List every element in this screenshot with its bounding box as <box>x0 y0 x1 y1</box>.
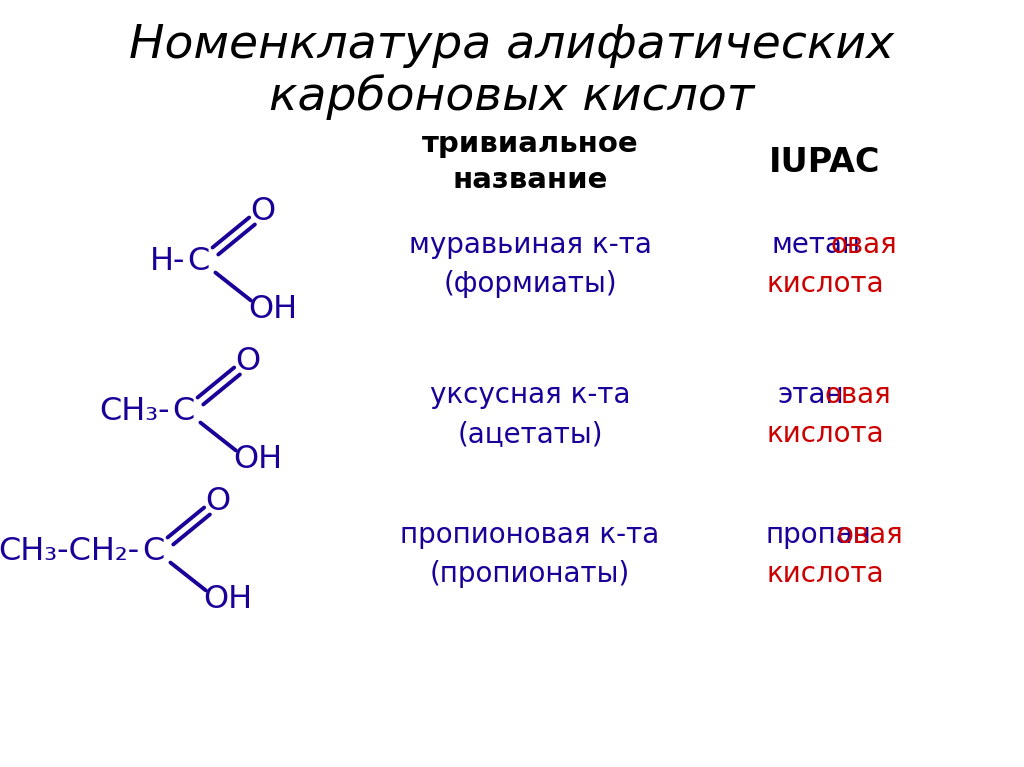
Text: IUPAC: IUPAC <box>769 146 881 179</box>
Text: H-: H- <box>150 246 185 278</box>
Text: C: C <box>172 397 195 427</box>
Text: метан: метан <box>772 231 861 259</box>
Text: кислота: кислота <box>766 420 884 448</box>
Text: O: O <box>251 196 275 228</box>
Text: O: O <box>206 486 230 518</box>
Text: этан: этан <box>778 381 845 409</box>
Text: кислота: кислота <box>766 560 884 588</box>
Text: карбоновых кислот: карбоновых кислот <box>269 74 755 120</box>
Text: C: C <box>187 246 209 278</box>
Text: пропан: пропан <box>766 521 871 549</box>
Text: OH: OH <box>233 445 283 476</box>
Text: OH: OH <box>249 295 298 325</box>
Text: пропионовая к-та: пропионовая к-та <box>400 521 659 549</box>
Text: CH₃-CH₂-: CH₃-CH₂- <box>0 536 140 568</box>
Text: тривиальное: тривиальное <box>422 130 638 158</box>
Text: (пропионаты): (пропионаты) <box>430 560 630 588</box>
Text: уксусная к-та: уксусная к-та <box>430 381 630 409</box>
Text: CH₃-: CH₃- <box>99 397 170 427</box>
Text: муравьиная к-та: муравьиная к-та <box>409 231 651 259</box>
Text: название: название <box>453 166 607 194</box>
Text: C: C <box>142 536 164 568</box>
Text: (формиаты): (формиаты) <box>443 270 616 298</box>
Text: Номенклатура алифатических: Номенклатура алифатических <box>129 22 895 67</box>
Text: овая: овая <box>825 381 892 409</box>
Text: O: O <box>236 347 260 377</box>
Text: овая: овая <box>837 521 903 549</box>
Text: OH: OH <box>204 584 253 615</box>
Text: (ацетаты): (ацетаты) <box>458 420 603 448</box>
Text: кислота: кислота <box>766 270 884 298</box>
Text: овая: овая <box>830 231 898 259</box>
